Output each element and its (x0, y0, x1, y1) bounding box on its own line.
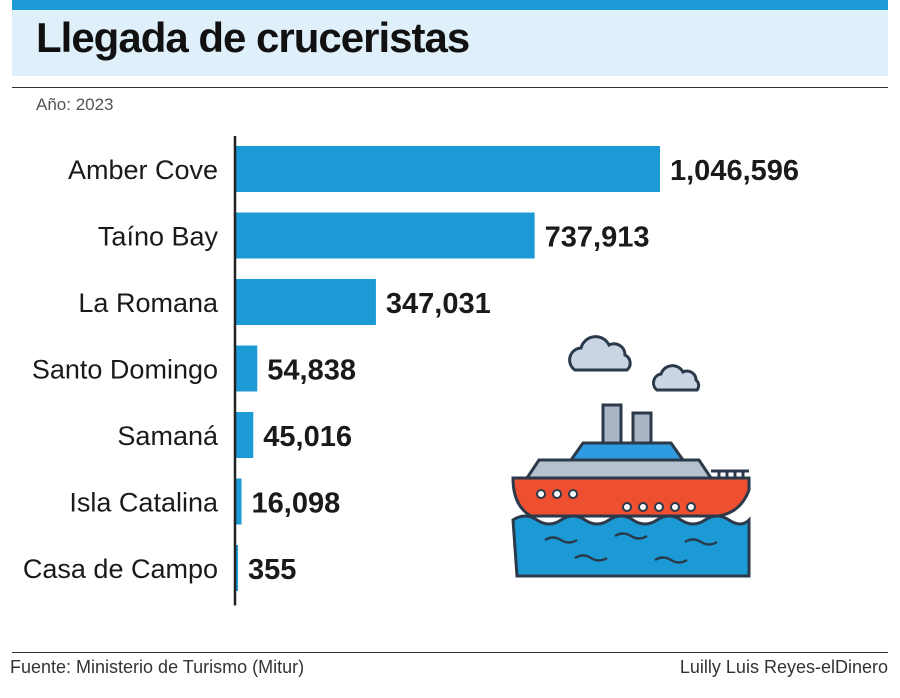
bar (235, 478, 242, 525)
bar (235, 545, 238, 591)
category-label: Samaná (117, 421, 219, 451)
value-label: 45,016 (263, 421, 352, 453)
cruise-ship-icon (511, 335, 751, 578)
bar (235, 412, 254, 458)
value-label: 355 (248, 554, 296, 586)
category-label: Taíno Bay (98, 222, 219, 252)
value-label: 16,098 (252, 488, 341, 520)
cloud-icon (568, 335, 632, 372)
title-band (12, 10, 888, 76)
category-label: Santo Domingo (32, 355, 218, 385)
cloud-icon (652, 364, 701, 392)
header-divider (12, 87, 888, 88)
chart-subtitle: Año: 2023 (36, 95, 114, 114)
value-label: 737,913 (545, 222, 650, 254)
bar (235, 146, 660, 192)
bar (235, 212, 535, 259)
category-label: Isla Catalina (69, 488, 219, 518)
value-label: 1,046,596 (670, 155, 799, 187)
footer-divider (12, 652, 888, 653)
category-label: La Romana (78, 288, 219, 318)
bar (235, 345, 258, 392)
source-note: Fuente: Ministerio de Turismo (Mitur) (10, 657, 305, 677)
value-label: 54,838 (267, 355, 356, 387)
category-label: Amber Cove (68, 155, 218, 185)
bar-chart: Amber Cove 1,046,596 Taíno Bay 737,913 La Ro… (23, 136, 799, 606)
page-title: Llegada de cruceristas (36, 14, 470, 61)
credit-note: Luilly Luis Reyes-elDinero (679, 657, 888, 677)
bar (235, 279, 376, 325)
value-label: 347,031 (386, 288, 491, 320)
top-accent-bar (12, 0, 888, 10)
category-label: Casa de Campo (23, 554, 218, 584)
